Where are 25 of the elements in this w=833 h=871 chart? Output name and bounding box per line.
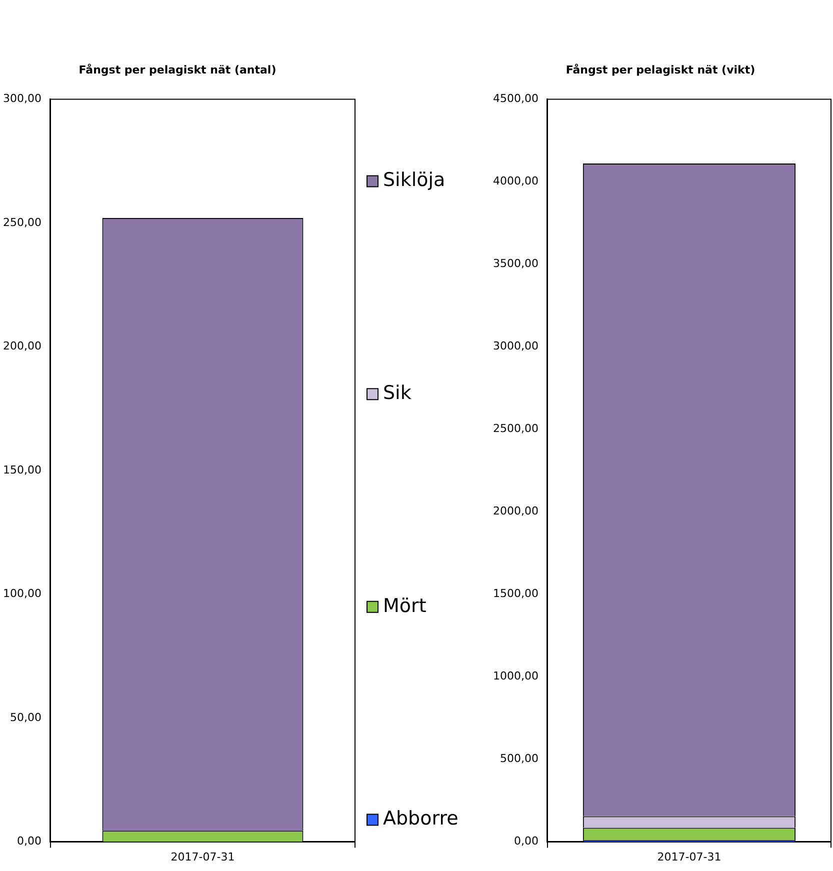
y-tick-label: 100,00: [2, 587, 42, 600]
y-tick-label: 4500,00: [492, 92, 538, 106]
y-tick-label: 3500,00: [492, 257, 538, 270]
legend-label: Siklöja: [383, 169, 446, 192]
x-tick-label: 2017-07-31: [170, 850, 235, 864]
y-tick-label: 2000,00: [492, 504, 538, 518]
y-tick-label: 1000,00: [492, 670, 538, 683]
legend-label: Mört: [383, 594, 426, 617]
y-tick-label: 2500,00: [492, 422, 538, 436]
y-tick-label: 50,00: [10, 710, 42, 724]
y-tick-label: 250,00: [2, 216, 42, 229]
y-tick-label: 200,00: [2, 340, 42, 353]
chart-title: Fångst per pelagiskt nät (vikt): [566, 63, 756, 76]
y-tick-label: 3000,00: [492, 340, 538, 353]
legend-label: Sik: [383, 382, 412, 404]
x-tick-label: 2017-07-31: [657, 850, 722, 864]
chart-title: Fångst per pelagiskt nät (antal): [78, 63, 276, 76]
y-tick-label: 0,00: [16, 834, 42, 848]
y-tick-label: 1500,00: [492, 587, 538, 600]
y-tick-label: 4000,00: [492, 174, 538, 188]
y-tick-label: 300,00: [2, 92, 42, 106]
y-tick-label: 150,00: [2, 463, 42, 476]
y-tick-label: 500,00: [500, 752, 538, 766]
y-tick-label: 0,00: [514, 834, 538, 848]
legend-label: Abborre: [383, 808, 458, 830]
